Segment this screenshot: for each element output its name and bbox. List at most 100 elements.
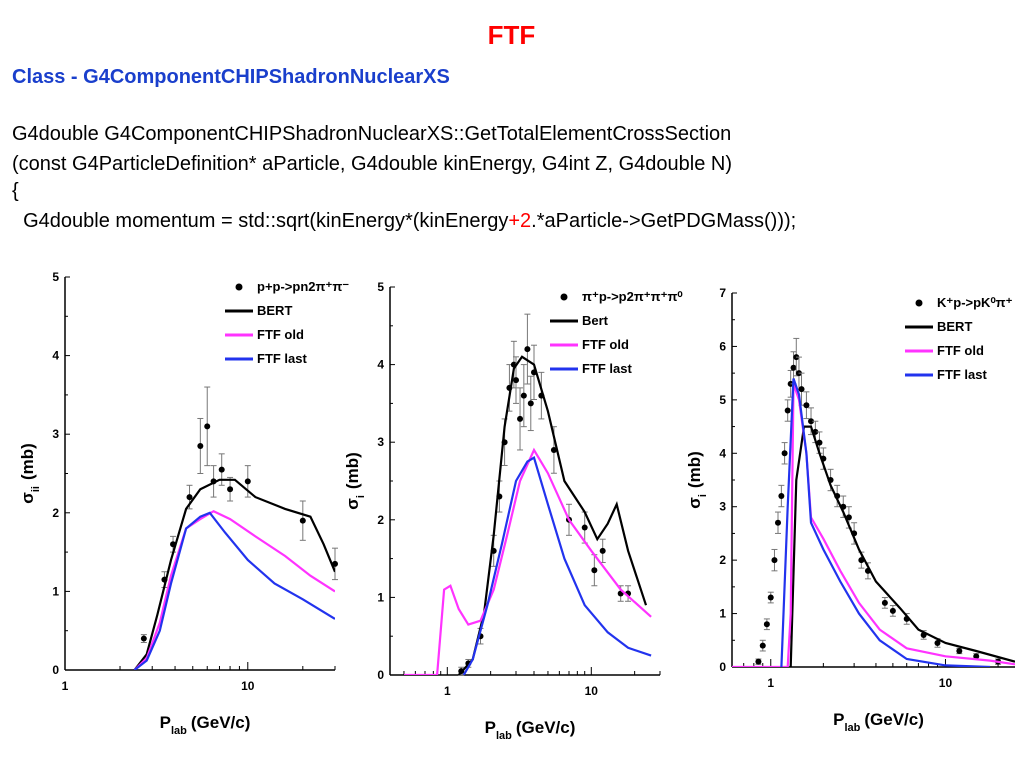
data-point	[771, 557, 778, 564]
data-point	[204, 423, 211, 430]
y-tick-label: 4	[719, 446, 726, 460]
series-line-bert	[133, 478, 335, 670]
x-tick-label: 1	[62, 679, 69, 693]
x-tick-label: 1	[767, 676, 774, 690]
legend-marker	[235, 283, 243, 291]
data-point	[140, 635, 147, 642]
y-axis-label: σi (mb)	[685, 451, 709, 509]
data-point	[218, 466, 225, 473]
code-line-4-start: G4double momentum = std::sqrt(kinEnergy*…	[12, 210, 509, 232]
data-point	[186, 494, 193, 501]
code-line-4: G4double momentum = std::sqrt(kinEnergy*…	[12, 210, 796, 233]
series-line-ftf-old	[732, 383, 1015, 667]
data-point	[934, 639, 941, 646]
x-axis-label-subscript: lab	[844, 722, 860, 734]
legend-marker	[560, 293, 568, 301]
x-axis-label-unit: (GeV/c)	[191, 713, 251, 732]
data-point	[889, 607, 896, 614]
x-axis-label-unit: (GeV/c)	[516, 718, 576, 737]
code-line-2: (const G4ParticleDefinition* aParticle, …	[12, 153, 732, 175]
y-axis-label-symbol: σ	[18, 492, 37, 504]
legend-label: FTF last	[257, 351, 308, 366]
data-point	[524, 346, 531, 353]
y-tick-label: 5	[52, 270, 59, 284]
y-tick-label: 3	[377, 435, 384, 449]
legend-label: FTF last	[937, 367, 988, 382]
code-line-4-highlight: +2	[508, 210, 532, 232]
x-tick-label: 10	[939, 676, 953, 690]
data-point	[517, 415, 524, 422]
x-axis-label: Plab (GeV/c)	[160, 713, 251, 737]
x-tick-label: 10	[241, 679, 255, 693]
x-axis-label: Plab (GeV/c)	[485, 718, 576, 742]
data-point	[513, 377, 520, 384]
series-line-ftf-last	[133, 511, 335, 670]
y-axis-label-subscript: i	[355, 495, 367, 498]
legend-label: p+p->pn2π⁺π⁻	[257, 279, 349, 294]
y-tick-label: 0	[52, 663, 59, 677]
series-line-bert	[457, 355, 648, 675]
data-point	[299, 517, 306, 524]
legend-label: FTF old	[937, 343, 984, 358]
data-point	[881, 599, 888, 606]
x-axis-label-symbol: P	[833, 710, 844, 729]
chart-pip: 0 1 2 3 4 5 1 10 Plab (GeV/c) σi (mb) π⁺p->p2π⁺π⁺π⁰ B…	[343, 280, 683, 742]
data-point	[767, 594, 774, 601]
x-tick-label: 10	[585, 684, 599, 698]
data-point	[244, 478, 251, 485]
data-point	[591, 567, 598, 574]
x-axis-label-subscript: lab	[171, 725, 187, 737]
legend-label: BERT	[937, 319, 972, 334]
y-axis-label: σi (mb)	[343, 452, 367, 510]
data-point	[527, 400, 534, 407]
data-point	[774, 519, 781, 526]
data-point	[778, 493, 785, 500]
legend-label: K⁺p->pK⁰π⁺	[937, 295, 1013, 310]
y-tick-label: 1	[52, 584, 59, 598]
data-point	[520, 392, 527, 399]
series-line-ftf-last	[780, 378, 991, 667]
y-tick-label: 4	[377, 358, 384, 372]
data-point	[599, 547, 606, 554]
data-point	[763, 621, 770, 628]
series-line-bert	[789, 425, 1015, 667]
x-axis-label-unit: (GeV/c)	[864, 710, 924, 729]
data-point	[956, 647, 963, 654]
data-point	[790, 364, 797, 371]
x-axis-label: Plab (GeV/c)	[833, 710, 924, 734]
legend-label: FTF old	[582, 337, 629, 352]
legend-label: FTF old	[257, 327, 304, 342]
y-axis-label: σii (mb)	[18, 443, 42, 504]
y-tick-label: 2	[719, 553, 726, 567]
x-axis-label-symbol: P	[160, 713, 171, 732]
code-line-3: {	[12, 180, 19, 202]
y-tick-label: 0	[719, 660, 726, 674]
y-axis-label-subscript: ii	[30, 486, 42, 492]
y-tick-label: 2	[52, 506, 59, 520]
x-axis-label-symbol: P	[485, 718, 496, 737]
y-tick-label: 1	[719, 607, 726, 621]
data-point	[755, 658, 762, 665]
data-point	[845, 514, 852, 521]
data-point	[781, 450, 788, 457]
y-tick-label: 4	[52, 349, 59, 363]
data-point	[784, 407, 791, 414]
chart-kp: 0 1 2 3 4 5 6 7 1 10 Plab (GeV/c) σi (mb) K⁺p->pK⁰π⁺ BE…	[685, 286, 1015, 734]
y-tick-label: 0	[377, 668, 384, 682]
y-axis-label-subscript: i	[697, 494, 709, 497]
series-line-ftf-old	[404, 447, 652, 675]
code-line-4-end: .*aParticle->GetPDGMass()));	[531, 210, 797, 232]
x-tick-label: 1	[444, 684, 451, 698]
y-axis-label-unit: (mb)	[685, 451, 704, 488]
data-point	[227, 486, 234, 493]
y-axis-label-symbol: σ	[685, 497, 704, 509]
y-tick-label: 7	[719, 286, 726, 300]
y-tick-label: 5	[719, 393, 726, 407]
y-tick-label: 1	[377, 590, 384, 604]
x-axis-label-subscript: lab	[496, 730, 512, 742]
y-axis-label-symbol: σ	[343, 498, 362, 510]
y-axis-label-unit: (mb)	[18, 443, 37, 480]
data-point	[197, 442, 204, 449]
page-title: FTF	[487, 20, 536, 50]
